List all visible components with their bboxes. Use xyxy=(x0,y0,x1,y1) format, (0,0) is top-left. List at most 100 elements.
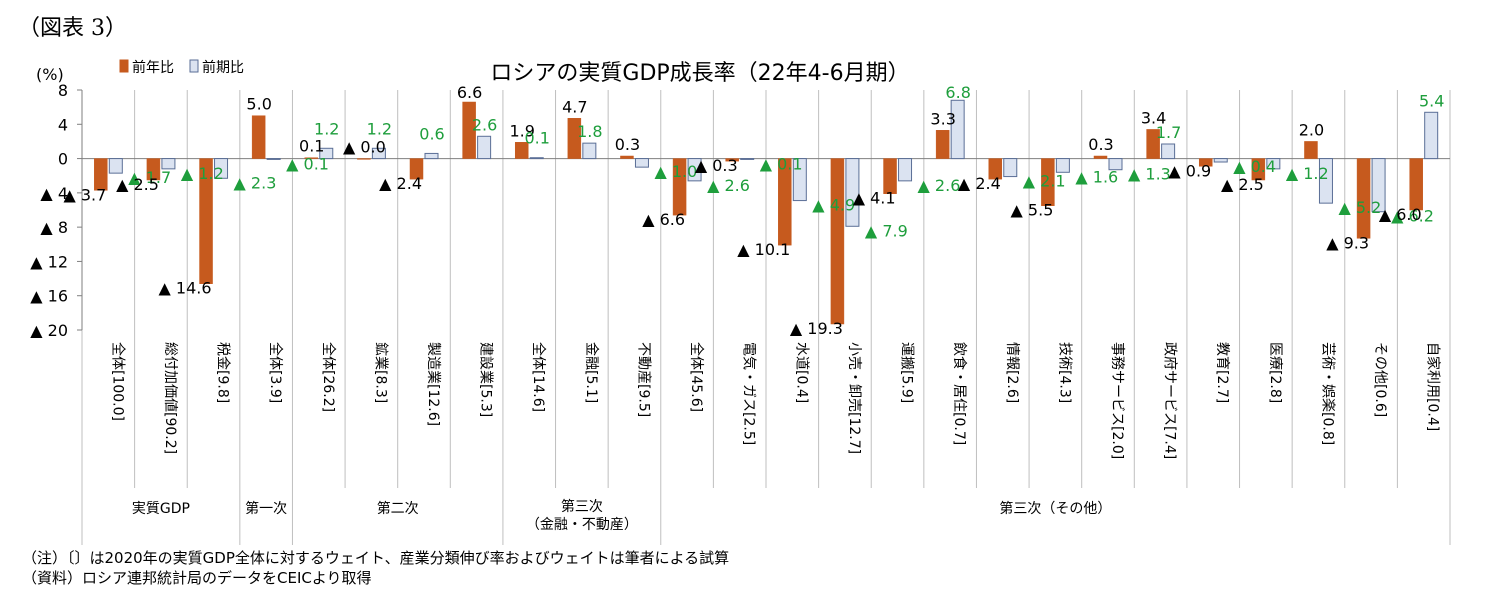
data-label-yoy: ▲ 6.6 xyxy=(642,210,685,229)
data-label-yoy: ▲ 0.9 xyxy=(1168,161,1211,180)
category-label: 金融[5.1] xyxy=(583,342,599,403)
data-label-yoy: ▲ 5.5 xyxy=(1011,201,1054,220)
y-axis-unit: (%) xyxy=(36,65,64,84)
data-label-qoq: ▲ 1.3 xyxy=(1128,165,1171,184)
bar-yoy xyxy=(199,158,213,284)
data-label-qoq: 6.8 xyxy=(945,83,970,102)
category-label: 総付加価値[90.2] xyxy=(162,342,178,454)
bar-qoq xyxy=(477,135,492,160)
group-label: 第一次 xyxy=(245,500,287,517)
data-label-qoq: ▲ 0.1 xyxy=(760,154,803,173)
bar-qoq xyxy=(792,158,807,202)
bar-qoq xyxy=(687,158,702,182)
data-label-qoq: ▲ 4.9 xyxy=(812,196,855,215)
group-label: 第三次（金融・不動産） xyxy=(526,498,638,533)
notes: （注）〔〕は2020年の実質GDP全体に対するウェイト、産業分類伸び率およびウェ… xyxy=(22,548,729,588)
bar-yoy xyxy=(409,158,424,180)
bar-yoy xyxy=(146,158,161,181)
bar-qoq xyxy=(1108,158,1123,171)
data-label-yoy: ▲ 2.5 xyxy=(1221,175,1264,194)
bar-qoq xyxy=(634,158,649,168)
y-tick-label: ▲ 16 xyxy=(30,287,68,306)
category-label: 電気・ガス[2.5] xyxy=(741,342,757,445)
bar-qoq xyxy=(1424,111,1439,160)
data-label-qoq: 1.7 xyxy=(1156,123,1181,142)
data-label-yoy: 0.3 xyxy=(1088,135,1113,154)
bar-qoq xyxy=(1213,158,1228,163)
bar-yoy xyxy=(94,158,108,191)
data-label-yoy: ▲ 2.5 xyxy=(116,175,159,194)
figure-label: （図表 3） xyxy=(18,16,127,41)
bar-yoy xyxy=(935,130,950,159)
category-label: 小売・卸売[12.7] xyxy=(846,342,862,454)
bar-yoy xyxy=(830,158,845,325)
bar-yoy xyxy=(778,158,792,246)
bar-qoq xyxy=(1266,158,1281,170)
bar-yoy xyxy=(1409,158,1423,211)
data-label-yoy: ▲ 19.3 xyxy=(790,319,843,338)
y-tick-label: 4 xyxy=(58,115,68,134)
category-label: 全体[3.9] xyxy=(267,342,284,403)
bar-yoy xyxy=(462,101,476,159)
data-label-qoq: 0.1 xyxy=(525,129,550,148)
category-label: 政府サービス[7.4] xyxy=(1162,342,1178,459)
y-tick-label: 0 xyxy=(58,150,68,169)
data-label-yoy: ▲ 3.7 xyxy=(63,185,106,204)
bar-qoq xyxy=(1055,158,1070,173)
category-label: 全体[45.6] xyxy=(688,342,705,412)
data-label-yoy: 2.0 xyxy=(1299,120,1324,139)
group-label: 第二次 xyxy=(377,500,419,517)
bar-yoy xyxy=(514,142,529,159)
data-label-qoq: ▲ 5.2 xyxy=(1338,198,1381,217)
data-label-yoy: 1.9 xyxy=(510,121,535,140)
data-label-qoq: ▲ 2.3 xyxy=(234,173,277,192)
category-label: 鉱業[8.3] xyxy=(372,342,389,403)
data-label-yoy: 3.3 xyxy=(930,109,955,128)
legend-label-yoy: 前年比 xyxy=(132,59,174,76)
growth-rate-chart: ロシアの実質GDP成長率（22年4-6月期） (%) 前年比 前期比 8 4 0 ▲ 4… xyxy=(30,59,1451,545)
category-label: 不動産[9.5] xyxy=(635,342,651,417)
category-label: 製造業[12.6] xyxy=(425,342,441,426)
data-label-qoq: 1.2 xyxy=(367,119,392,138)
bar-yoy xyxy=(988,158,1003,180)
category-label: 技術[4.3] xyxy=(1056,342,1072,403)
bar-yoy xyxy=(1041,158,1055,206)
data-label-qoq: 1.2 xyxy=(314,119,339,138)
data-label-yoy: ▲ 4.1 xyxy=(853,189,896,208)
category-label: 運搬[5.9] xyxy=(899,342,915,403)
data-label-yoy: ▲ 2.4 xyxy=(958,174,1001,193)
data-label-qoq: 5.4 xyxy=(1419,91,1444,110)
bar-yoy xyxy=(1093,155,1108,159)
data-label-yoy: ▲ 0.3 xyxy=(695,156,738,175)
category-label: 建設業[5.3] xyxy=(478,342,494,417)
bar-qoq xyxy=(1371,158,1386,213)
data-label-yoy: 3.4 xyxy=(1141,108,1166,127)
legend: 前年比 前期比 xyxy=(119,59,244,76)
data-label-yoy: ▲ 0.0 xyxy=(343,138,386,157)
bar-qoq xyxy=(1318,158,1333,204)
bar-qoq xyxy=(161,158,176,170)
y-tick-label: ▲ 8 xyxy=(40,218,68,237)
category-label: 全体[14.6] xyxy=(530,342,547,412)
data-label-qoq: 0.6 xyxy=(419,124,444,143)
group-label: 実質GDP xyxy=(132,501,190,517)
bar-qoq xyxy=(319,147,334,160)
data-label-qoq: ▲ 1.0 xyxy=(654,162,697,181)
bar-qoq xyxy=(1161,143,1176,160)
data-label-qoq: 1.8 xyxy=(577,122,602,141)
bar-qoq xyxy=(424,152,439,160)
bar-qoq xyxy=(740,158,755,160)
data-label-yoy: ▲ 14.6 xyxy=(159,279,212,298)
legend-swatch-qoq xyxy=(189,59,199,73)
data-label-qoq: ▲ 1.2 xyxy=(181,164,224,183)
bar-qoq xyxy=(1003,158,1018,178)
data-label-qoq: ▲ 1.6 xyxy=(1075,167,1118,186)
data-label-yoy: ▲ 6.0 xyxy=(1379,205,1422,224)
bar-qoq xyxy=(371,147,386,160)
data-label-qoq: 2.6 xyxy=(472,115,497,134)
data-label-qoq: ▲ 2.6 xyxy=(707,176,750,195)
data-label-qoq: ▲ 6.2 xyxy=(1391,207,1434,226)
y-axis: 8 4 0 ▲ 4 ▲ 8 ▲ 12 ▲ 16 ▲ 20 xyxy=(30,81,1450,340)
bar-yoy xyxy=(1198,158,1213,167)
bar-qoq xyxy=(898,158,913,182)
